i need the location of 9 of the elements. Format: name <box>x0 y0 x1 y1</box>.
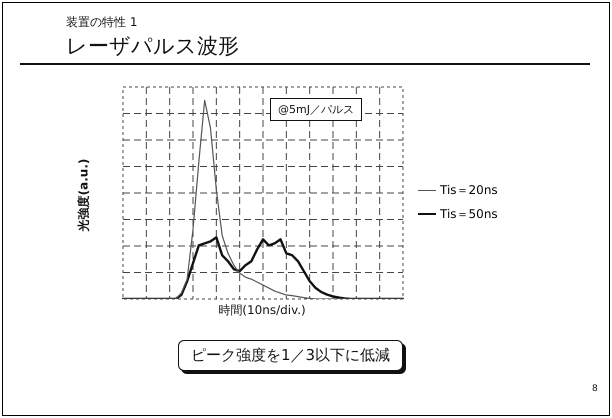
x-axis-title: 時間(10ns/div.) <box>218 302 306 319</box>
annotation: @5mJ／パルス <box>270 98 362 121</box>
chart-subtitle: 装置の特性 1 <box>66 14 138 31</box>
legend-label: Tis＝20ns <box>440 182 498 198</box>
text: ピーク強度を1／3以下に低減 <box>178 340 404 371</box>
y-axis-title: 光強度(a.u.) <box>76 158 92 232</box>
legend-label: Tis＝50ns <box>440 206 498 222</box>
chart-title: レーザパルス波形 <box>66 33 239 60</box>
text: 8 <box>592 384 598 394</box>
